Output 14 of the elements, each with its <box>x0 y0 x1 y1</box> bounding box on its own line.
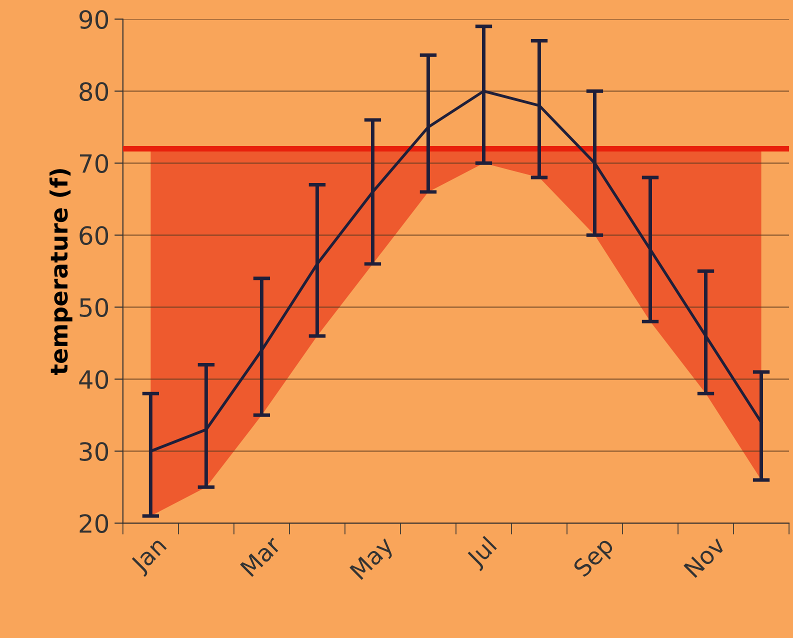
y-axis-title: temperature (f) <box>50 169 72 375</box>
x-tick-label: Nov <box>684 535 726 578</box>
x-tick-label: Jan <box>129 536 170 577</box>
y-tick-label: 70 <box>80 154 108 173</box>
y-tick-label: 20 <box>80 514 108 534</box>
x-tick-label: Mar <box>240 534 282 578</box>
x-tick-label: Jul <box>464 536 500 572</box>
y-tick-label: 60 <box>80 226 108 245</box>
y-tick-label: 50 <box>80 298 108 318</box>
y-tick-label: 90 <box>79 10 108 29</box>
y-tick-label: 80 <box>80 82 108 101</box>
x-tick-label: Sep <box>572 535 618 581</box>
y-tick-label: 30 <box>80 442 108 462</box>
y-tick-label: 40 <box>79 370 108 390</box>
